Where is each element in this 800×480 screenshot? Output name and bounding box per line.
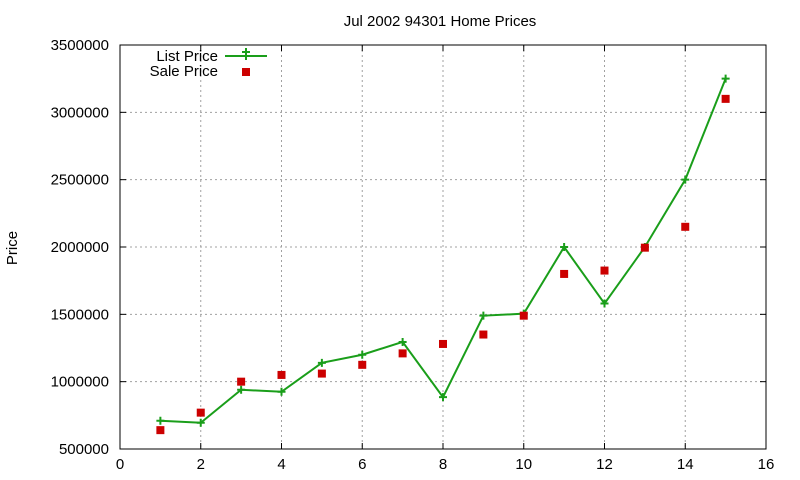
legend-marker-list-price bbox=[242, 48, 250, 60]
sale-price-point bbox=[439, 339, 447, 348]
y-tick-label: 500000 bbox=[59, 441, 109, 458]
sale-price-point bbox=[196, 408, 205, 417]
sale-price-point bbox=[479, 330, 488, 339]
sale-price-point bbox=[721, 94, 730, 103]
y-tick-label: 2500000 bbox=[51, 172, 109, 189]
x-tick-label: 14 bbox=[677, 456, 694, 473]
x-tick-label: 12 bbox=[596, 456, 613, 473]
list-price-point bbox=[317, 358, 326, 367]
list-price-point bbox=[237, 385, 246, 394]
y-axis-label: Price bbox=[4, 231, 21, 265]
list-price-point bbox=[560, 243, 569, 251]
x-tick-label: 0 bbox=[116, 456, 124, 473]
x-tick-label: 10 bbox=[515, 456, 532, 473]
sale-price-point bbox=[519, 311, 528, 320]
sale-price-point bbox=[358, 360, 367, 369]
list-price-point bbox=[600, 299, 609, 308]
legend-label-list-price: List Price bbox=[156, 48, 218, 65]
legend-label-sale-price: Sale Price bbox=[150, 63, 218, 80]
chart-title: Jul 2002 94301 Home Prices bbox=[344, 13, 537, 30]
sale-price-point bbox=[681, 222, 690, 231]
x-tick-label: 8 bbox=[439, 456, 447, 473]
sale-price-point bbox=[237, 377, 246, 386]
sale-price-point bbox=[277, 370, 286, 379]
list-price-point bbox=[156, 416, 165, 425]
grid-lines bbox=[120, 45, 766, 449]
list-price-point bbox=[681, 175, 690, 184]
x-tick-label: 16 bbox=[758, 456, 775, 473]
sale-price-point bbox=[560, 269, 569, 278]
y-tick-label: 1500000 bbox=[51, 306, 109, 323]
y-tick-label: 2000000 bbox=[51, 239, 109, 256]
legend: List Price Sale Price bbox=[150, 48, 267, 80]
y-tick-label: 1000000 bbox=[51, 374, 109, 391]
legend-marker-sale-price bbox=[242, 68, 250, 76]
list-price-point bbox=[479, 311, 488, 320]
y-tick-label: 3500000 bbox=[51, 37, 109, 54]
list-price-point bbox=[398, 337, 407, 346]
list-price-point bbox=[277, 387, 286, 396]
sale-price-point bbox=[156, 426, 165, 435]
sale-price-point bbox=[317, 369, 326, 378]
sale-price-point bbox=[398, 349, 407, 358]
list-price-point bbox=[721, 74, 730, 83]
sale-price-point bbox=[600, 266, 609, 275]
x-tick-label: 4 bbox=[277, 456, 285, 473]
x-tick-label: 6 bbox=[358, 456, 366, 473]
axis-ticks: 0 2 4 6 8 10 12 14 16 500000 1000000 1500000 2000000… bbox=[51, 37, 775, 473]
data-series bbox=[156, 74, 730, 435]
list-price-point bbox=[439, 393, 447, 402]
list-price-point bbox=[196, 418, 205, 427]
x-tick-label: 2 bbox=[197, 456, 205, 473]
list-price-point bbox=[358, 350, 367, 359]
y-tick-label: 3000000 bbox=[51, 104, 109, 121]
sale-price-point bbox=[640, 243, 649, 252]
